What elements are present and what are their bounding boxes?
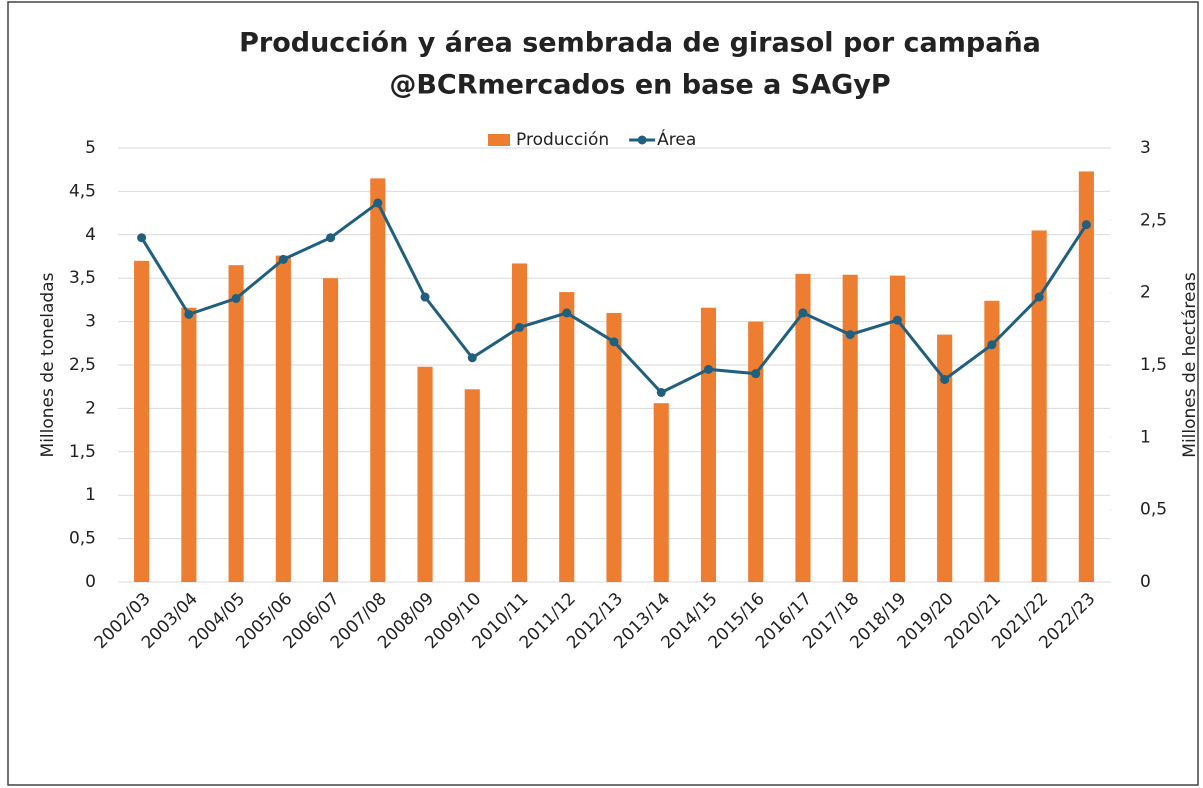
y-tick-label: 0 — [85, 572, 96, 592]
line-marker — [609, 337, 619, 347]
y-tick-label: 3,5 — [69, 268, 96, 288]
bar — [700, 307, 717, 582]
chart-subtitle: @BCRmercados en base a SAGyP — [389, 70, 890, 101]
line-marker — [515, 322, 525, 332]
y2-tick-label: 3 — [1140, 138, 1151, 158]
legend-label: Área — [657, 128, 696, 150]
bar — [795, 273, 811, 582]
line-marker — [1081, 220, 1091, 230]
y2-axis-title: Millones de hectáreas — [1180, 272, 1200, 458]
bar — [653, 403, 669, 582]
chart-frame — [7, 1, 1199, 786]
bar — [511, 263, 528, 582]
y2-tick-label: 0,5 — [1140, 500, 1167, 520]
chart-title: Producción y área sembrada de girasol po… — [239, 28, 1041, 59]
legend-label: Producción — [516, 130, 609, 150]
y-tick-label: 0,5 — [69, 529, 96, 549]
y2-tick-label: 0 — [1140, 572, 1151, 592]
line-marker — [751, 369, 761, 379]
y-tick-label: 4 — [85, 225, 96, 245]
y2-tick-label: 2,5 — [1140, 210, 1167, 230]
line-marker — [845, 330, 855, 340]
line-marker — [1034, 292, 1044, 302]
y-tick-label: 2,5 — [69, 355, 96, 375]
bar — [889, 275, 905, 582]
line-marker — [231, 293, 241, 303]
y-axis-title: Millones de toneladas — [38, 272, 58, 457]
y-tick-label: 1,5 — [69, 442, 96, 462]
bar — [748, 321, 764, 582]
line-marker — [184, 309, 194, 319]
bar — [134, 260, 150, 582]
y2-tick-label: 2 — [1140, 283, 1151, 303]
line-marker — [562, 308, 572, 318]
bar — [559, 292, 575, 582]
bar — [323, 278, 339, 582]
y2-tick-label: 1 — [1140, 427, 1151, 447]
line-marker — [137, 233, 147, 243]
bar — [842, 274, 858, 582]
line-marker — [798, 308, 808, 318]
legend-swatch — [637, 135, 647, 145]
line-marker — [892, 315, 902, 325]
line-marker — [656, 387, 666, 397]
line-marker — [278, 254, 288, 264]
line-marker — [703, 364, 713, 374]
y-tick-label: 1 — [85, 485, 96, 505]
bar — [464, 389, 480, 582]
bar — [228, 265, 244, 582]
y-tick-label: 4,5 — [69, 181, 96, 201]
bar — [1031, 230, 1047, 582]
legend-swatch — [488, 134, 510, 146]
bar — [937, 334, 953, 582]
line-marker — [467, 353, 477, 363]
line-marker — [420, 292, 430, 302]
y-tick-label: 5 — [85, 138, 96, 158]
y2-tick-label: 1,5 — [1140, 355, 1167, 375]
bar — [606, 312, 622, 582]
y-tick-label: 3 — [85, 312, 96, 332]
bar — [370, 178, 386, 582]
bar — [984, 300, 1000, 582]
line-marker — [373, 198, 383, 208]
bar — [181, 307, 197, 582]
bar — [275, 255, 291, 582]
line-marker — [326, 233, 336, 243]
bar — [417, 366, 433, 582]
y-tick-label: 2 — [85, 398, 96, 418]
line-marker — [987, 340, 997, 350]
bar — [1078, 171, 1094, 582]
line-marker — [940, 374, 950, 384]
